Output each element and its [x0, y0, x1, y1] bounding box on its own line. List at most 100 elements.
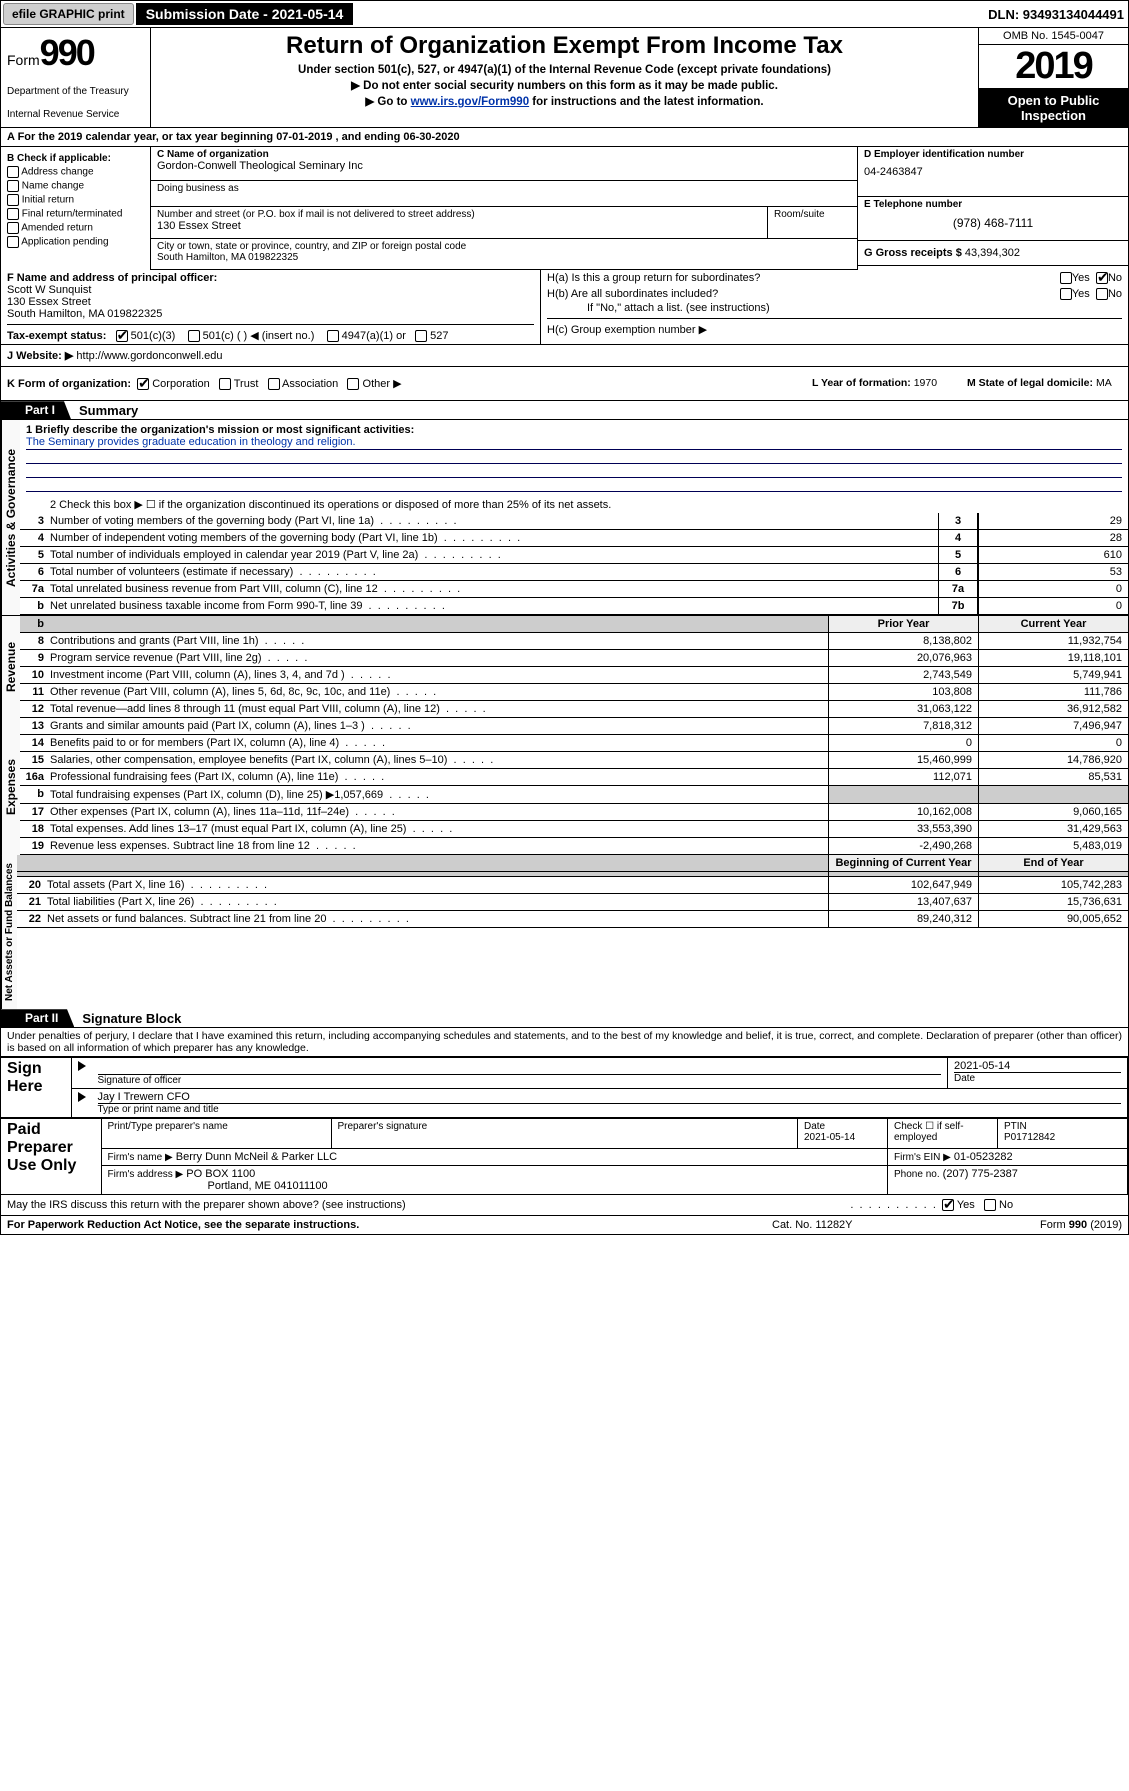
cb-application-pending[interactable]: Application pending [7, 236, 144, 248]
cb-hb-no[interactable] [1096, 288, 1108, 300]
cb-527[interactable] [415, 330, 427, 342]
cat-no: Cat. No. 11282Y [772, 1219, 972, 1231]
cb-discuss-no[interactable] [984, 1199, 996, 1211]
cb-501c3[interactable] [116, 330, 128, 342]
col-b-header: B Check if applicable: [7, 153, 144, 164]
cb-amended-return[interactable]: Amended return [7, 222, 144, 234]
discuss-row: May the IRS discuss this return with the… [1, 1195, 1128, 1215]
revenue-row: 9Program service revenue (Part VIII, lin… [20, 650, 1128, 667]
open-inspection-label: Open to Public Inspection [979, 88, 1128, 127]
expense-row: 13Grants and similar amounts paid (Part … [20, 718, 1128, 735]
gross-receipts-value: 43,394,302 [965, 247, 1020, 259]
irs-label: Internal Revenue Service [7, 109, 144, 120]
cb-other[interactable] [347, 378, 359, 390]
top-bar: efile GRAPHIC print Submission Date - 20… [1, 1, 1128, 28]
arrow-icon [78, 1092, 86, 1102]
subtitle-2: ▶ Do not enter social security numbers o… [159, 78, 970, 92]
officer-addr1: 130 Essex Street [7, 296, 534, 308]
tax-exempt-status-row: Tax-exempt status: 501(c)(3) 501(c) ( ) … [7, 324, 534, 342]
h-a: H(a) Is this a group return for subordin… [547, 272, 1122, 284]
ein-value: 04-2463847 [864, 160, 1122, 178]
hb-note: If "No," attach a list. (see instruction… [587, 302, 1122, 314]
cb-initial-return[interactable]: Initial return [7, 194, 144, 206]
cb-address-change[interactable]: Address change [7, 166, 144, 178]
cb-4947a1[interactable] [327, 330, 339, 342]
cb-501c-other[interactable] [188, 330, 200, 342]
summary-row: 4Number of independent voting members of… [20, 530, 1128, 547]
sign-date: 2021-05-14 [954, 1060, 1121, 1072]
side-activities-governance: Activities & Governance [1, 420, 20, 615]
prior-year-header: Prior Year [828, 616, 978, 632]
dept-label: Department of the Treasury [7, 86, 144, 97]
expense-row: bTotal fundraising expenses (Part IX, co… [20, 786, 1128, 804]
cb-final-return[interactable]: Final return/terminated [7, 208, 144, 220]
form-title: Return of Organization Exempt From Incom… [159, 32, 970, 60]
expense-row: 14Benefits paid to or for members (Part … [20, 735, 1128, 752]
revenue-row: 8Contributions and grants (Part VIII, li… [20, 633, 1128, 650]
dln-label: DLN: 93493134044491 [988, 7, 1128, 22]
paid-preparer-table: PaidPreparerUse Only Print/Type preparer… [1, 1118, 1128, 1195]
netassets-block: Net Assets or Fund Balances Beginning of… [1, 855, 1128, 1009]
summary-row: 3Number of voting members of the governi… [20, 513, 1128, 530]
arrow-icon [78, 1061, 86, 1071]
org-name: Gordon-Conwell Theological Seminary Inc [157, 160, 851, 172]
summary-row: 6Total number of volunteers (estimate if… [20, 564, 1128, 581]
form-header: Form990 Department of the Treasury Inter… [1, 28, 1128, 128]
expense-row: 19Revenue less expenses. Subtract line 1… [20, 838, 1128, 855]
cb-name-change[interactable]: Name change [7, 180, 144, 192]
revenue-row: 11Other revenue (Part VIII, column (A), … [20, 684, 1128, 701]
revenue-block: Revenue b Prior Year Current Year 8Contr… [1, 615, 1128, 718]
cb-ha-yes[interactable] [1060, 272, 1072, 284]
firm-name: Berry Dunn McNeil & Parker LLC [176, 1151, 337, 1163]
telephone-box: E Telephone number (978) 468-7111 [858, 197, 1128, 241]
city-state-zip: South Hamilton, MA 019822325 [157, 252, 851, 263]
summary-row: 5Total number of individuals employed in… [20, 547, 1128, 564]
sig-officer-label: Signature of officer [98, 1074, 942, 1086]
firm-phone: (207) 775-2387 [943, 1168, 1018, 1180]
perjury-statement: Under penalties of perjury, I declare th… [1, 1028, 1128, 1057]
officer-name: Scott W Sunquist [7, 284, 534, 296]
cb-discuss-yes[interactable] [942, 1199, 954, 1211]
h-b: H(b) Are all subordinates included? Yes … [547, 288, 1122, 300]
telephone-value: (978) 468-7111 [864, 210, 1122, 230]
k-row: K Form of organization: Corporation Trus… [1, 367, 1128, 401]
part2-header: Part II Signature Block [1, 1009, 1128, 1028]
efile-print-button[interactable]: efile GRAPHIC print [3, 3, 134, 25]
self-employed-check[interactable]: Check ☐ if self-employed [888, 1119, 998, 1149]
website-url: http://www.gordonconwell.edu [76, 350, 222, 362]
row-f-h: F Name and address of principal officer:… [1, 270, 1128, 345]
dba-box: Doing business as [151, 181, 858, 207]
submission-date: Submission Date - 2021-05-14 [136, 3, 354, 25]
firm-addr2: Portland, ME 041011100 [108, 1180, 882, 1192]
officer-addr2: South Hamilton, MA 019822325 [7, 308, 534, 320]
tax-year: 2019 [979, 45, 1128, 88]
cb-ha-no[interactable] [1096, 272, 1108, 284]
netassets-row: 21Total liabilities (Part X, line 26) . … [17, 894, 1128, 911]
part1-body: Activities & Governance 1 Briefly descri… [1, 420, 1128, 615]
org-name-box: C Name of organization Gordon-Conwell Th… [151, 147, 858, 181]
side-expenses: Expenses [1, 718, 20, 855]
footer: For Paperwork Reduction Act Notice, see … [1, 1215, 1128, 1234]
mission-area: 1 Briefly describe the organization's mi… [20, 420, 1128, 496]
preparer-date: 2021-05-14 [804, 1132, 881, 1143]
side-netassets: Net Assets or Fund Balances [1, 855, 17, 1009]
col-b-checkboxes: B Check if applicable: Address change Na… [1, 147, 151, 270]
gross-receipts-box: G Gross receipts $ 43,394,302 [858, 241, 1128, 266]
h-c: H(c) Group exemption number ▶ [547, 318, 1122, 336]
ptin-value: P01712842 [1004, 1132, 1121, 1143]
irs-link[interactable]: www.irs.gov/Form990 [411, 96, 529, 108]
cb-corporation[interactable] [137, 378, 149, 390]
street-address: 130 Essex Street [157, 220, 761, 232]
state-domicile: M State of legal domicile: MA [967, 377, 1122, 390]
room-suite-label: Room/suite [768, 207, 858, 239]
website-row: J Website: ▶ http://www.gordonconwell.ed… [1, 345, 1128, 367]
paid-preparer-label: PaidPreparerUse Only [7, 1121, 76, 1174]
line-a: A For the 2019 calendar year, or tax yea… [1, 128, 1128, 147]
summary-row: bNet unrelated business taxable income f… [20, 598, 1128, 615]
cb-hb-yes[interactable] [1060, 288, 1072, 300]
form-number: Form990 [7, 32, 144, 74]
expense-row: 15Salaries, other compensation, employee… [20, 752, 1128, 769]
omb-number: OMB No. 1545-0047 [979, 28, 1128, 45]
cb-trust[interactable] [219, 378, 231, 390]
cb-association[interactable] [268, 378, 280, 390]
